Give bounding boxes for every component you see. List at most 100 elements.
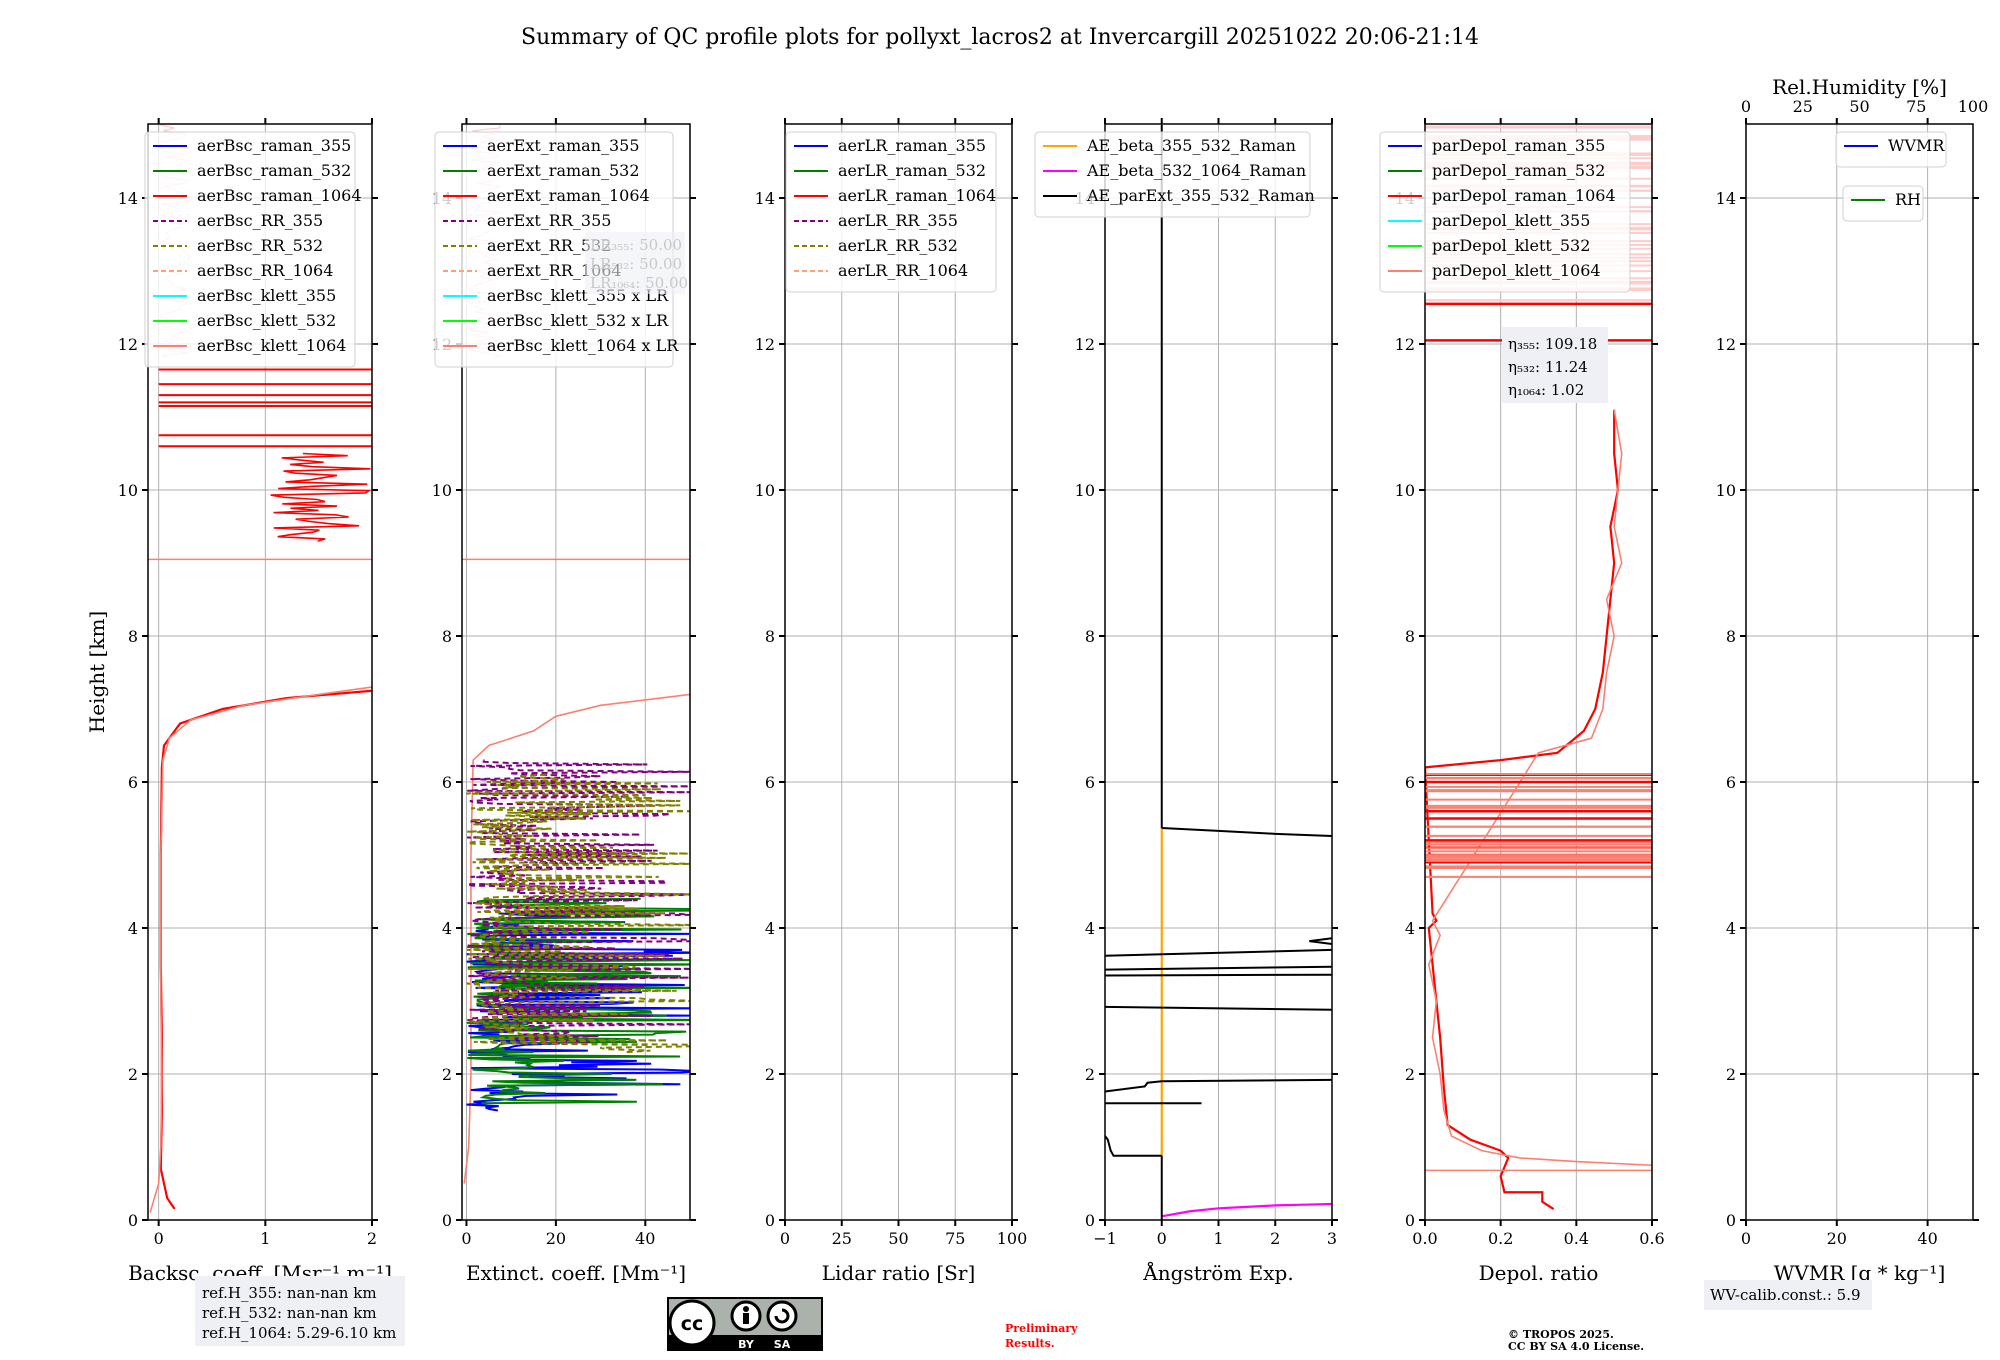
cc-by-sa-icon: cc BY SA: [667, 1297, 823, 1351]
ref-height-1064: ref.H_1064: 5.29-6.10 km: [202, 1324, 396, 1342]
x-tick-label: 0: [780, 1229, 790, 1248]
legend-label: aerBsc_klett_1064 x LR: [487, 336, 679, 355]
y-tick-label: 2: [442, 1065, 452, 1084]
x-tick-label: 50: [888, 1229, 908, 1248]
copyright-line-1: © TROPOS 2025.: [1508, 1328, 1614, 1341]
axes-frame: [461, 123, 691, 1221]
legend-frame: [1842, 185, 1924, 222]
y-tick-label: 12: [1395, 335, 1415, 354]
y-tick-label: 4: [1085, 919, 1095, 938]
x-axis-label: Lidar ratio [Sr]: [822, 1261, 976, 1285]
y-tick-label: 2: [1726, 1065, 1736, 1084]
legend-label: aerBsc_klett_1064: [197, 336, 346, 355]
x-tick-label: 0.0: [1412, 1229, 1437, 1248]
eta-annotation-line: η₃₅₅: 109.18: [1508, 335, 1597, 353]
top-x-tick-label: 100: [1958, 97, 1989, 116]
preliminary-line-1: Preliminary: [1005, 1322, 1078, 1335]
y-tick-label: 12: [1075, 335, 1095, 354]
x-tick-label: 0.6: [1639, 1229, 1664, 1248]
axes-frame: [147, 123, 373, 1221]
legend-frame: [1379, 131, 1631, 293]
y-tick-label: 0: [1085, 1211, 1095, 1230]
x-tick-label: 0: [154, 1229, 164, 1248]
y-tick-label: 4: [765, 919, 775, 938]
y-tick-label: 8: [128, 627, 138, 646]
legend-frame: [1034, 131, 1311, 218]
x-tick-label: 3: [1327, 1229, 1337, 1248]
lr-annotation-line: LR₁₀₆₄: 50.00: [590, 274, 688, 292]
panel-extinction: 0204002468101214Extinct. coeff. [Mm⁻¹]ae…: [432, 118, 696, 1285]
y-tick-label: 4: [442, 919, 452, 938]
top-x-axis-label: Rel.Humidity [%]: [1772, 75, 1947, 99]
series-ae-parext-355-532-raman: [1105, 948, 1332, 957]
y-tick-label: 12: [755, 335, 775, 354]
wv-calib-box: WV-calib.const.: 5.9: [1704, 1280, 1872, 1310]
y-tick-label: 6: [128, 773, 138, 792]
y-tick-label: 6: [442, 773, 452, 792]
x-axis-label: Ångström Exp.: [1142, 1260, 1293, 1285]
y-tick-label: 12: [1716, 335, 1736, 354]
lr-annotation-line: LR₅₃₂: 50.00: [590, 255, 682, 273]
preliminary-line-2: Results.: [1005, 1337, 1055, 1350]
y-tick-label: 10: [1716, 481, 1736, 500]
y-tick-label: 6: [1726, 773, 1736, 792]
y-tick-label: 8: [765, 627, 775, 646]
eta-annotation: η₃₅₅: 109.18 η₅₃₂: 11.24 η₁₀₆₄: 1.02: [1502, 327, 1608, 403]
noise-profile: [270, 452, 372, 542]
y-tick-label: 0: [442, 1211, 452, 1230]
wv-calib-text: WV-calib.const.: 5.9: [1710, 1286, 1861, 1304]
legend-rh: RH: [1842, 185, 1924, 222]
x-tick-label: 1: [260, 1229, 270, 1248]
legend-label: aerExt_RR_532: [487, 236, 611, 255]
eta-annotation-line: η₁₀₆₄: 1.02: [1508, 381, 1584, 399]
y-tick-label: 6: [1405, 773, 1415, 792]
y-tick-label: 14: [118, 189, 138, 208]
y-tick-label: 0: [765, 1211, 775, 1230]
series-ae-parext-355-532-raman: [1105, 1078, 1332, 1093]
legend-label: AE_beta_355_532_Raman: [1086, 136, 1296, 155]
y-tick-label: 2: [1085, 1065, 1095, 1084]
y-axis-label: Height [km]: [85, 611, 109, 733]
x-tick-label: 2: [1270, 1229, 1280, 1248]
legend-wvmr: WVMR: [1835, 131, 1947, 168]
figure-title: Summary of QC profile plots for pollyxt_…: [521, 25, 1479, 50]
legend-label: aerBsc_raman_532: [197, 161, 351, 180]
series-aerbsc-klett-1064: [149, 686, 372, 1213]
x-tick-label: 75: [945, 1229, 965, 1248]
lr-annotation-line: LR₃₅₅: 50.00: [590, 236, 682, 254]
series-pardepol-klett-1064: [1427, 409, 1652, 1167]
y-tick-label: 8: [1726, 627, 1736, 646]
legend-label: parDepol_raman_1064: [1432, 186, 1616, 205]
legend-label: parDepol_raman_532: [1432, 161, 1605, 180]
series-ae-beta-532-1064-raman: [1161, 1202, 1332, 1218]
x-tick-label: 40: [635, 1229, 655, 1248]
y-tick-label: 6: [765, 773, 775, 792]
legend-label: aerExt_RR_355: [487, 211, 611, 230]
y-tick-label: 4: [128, 919, 138, 938]
series-ae-parext-355-532-raman: [1161, 826, 1332, 838]
y-tick-label: 10: [118, 481, 138, 500]
legend-backscatter: aerBsc_raman_355 aerBsc_raman_532 aerBsc_r…: [144, 131, 362, 368]
legend-label: aerBsc_raman_355: [197, 136, 351, 155]
top-x-tick-label: 75: [1906, 97, 1926, 116]
y-tick-label: 10: [1075, 481, 1095, 500]
top-x-tick-label: 50: [1849, 97, 1869, 116]
ref-height-355: ref.H_355: nan-nan km: [202, 1284, 377, 1302]
x-tick-label: 0.2: [1488, 1229, 1513, 1248]
panel-depol: 0.00.20.40.602468101214Depol. ratioparDe…: [1379, 118, 1665, 1285]
legend-frame: [144, 131, 356, 368]
y-tick-label: 0: [1726, 1211, 1736, 1230]
y-tick-label: 12: [118, 335, 138, 354]
eta-annotation-box: [1502, 327, 1608, 403]
legend-label: parDepol_klett_532: [1432, 236, 1590, 255]
y-tick-label: 14: [755, 189, 775, 208]
legend-label: AE_parExt_355_532_Raman: [1086, 186, 1315, 205]
y-tick-label: 4: [1726, 919, 1736, 938]
axes-frame: [1424, 123, 1653, 1221]
legend-label: aerLR_RR_355: [838, 211, 958, 230]
x-tick-label: 25: [832, 1229, 852, 1248]
series-aerext-rr-532: [466, 773, 690, 1054]
x-tick-label: −1: [1093, 1229, 1117, 1248]
